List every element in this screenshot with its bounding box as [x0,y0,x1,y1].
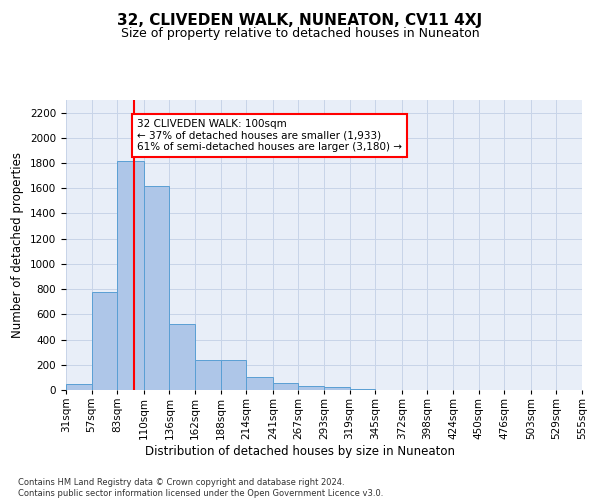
Y-axis label: Number of detached properties: Number of detached properties [11,152,25,338]
Bar [66,384,92,390]
Text: Contains HM Land Registry data © Crown copyright and database right 2024.
Contai: Contains HM Land Registry data © Crown c… [18,478,383,498]
Bar [324,388,350,390]
Bar [169,324,195,390]
Text: Size of property relative to detached houses in Nuneaton: Size of property relative to detached ho… [121,28,479,40]
Bar [246,377,273,390]
Bar [273,383,298,390]
Bar [92,292,117,390]
Bar [144,186,169,390]
Bar [298,386,324,390]
Bar [221,360,246,390]
Bar [117,160,144,390]
Text: 32, CLIVEDEN WALK, NUNEATON, CV11 4XJ: 32, CLIVEDEN WALK, NUNEATON, CV11 4XJ [118,12,482,28]
Text: 32 CLIVEDEN WALK: 100sqm
← 37% of detached houses are smaller (1,933)
61% of sem: 32 CLIVEDEN WALK: 100sqm ← 37% of detach… [137,119,402,152]
Text: Distribution of detached houses by size in Nuneaton: Distribution of detached houses by size … [145,444,455,458]
Bar [195,360,221,390]
